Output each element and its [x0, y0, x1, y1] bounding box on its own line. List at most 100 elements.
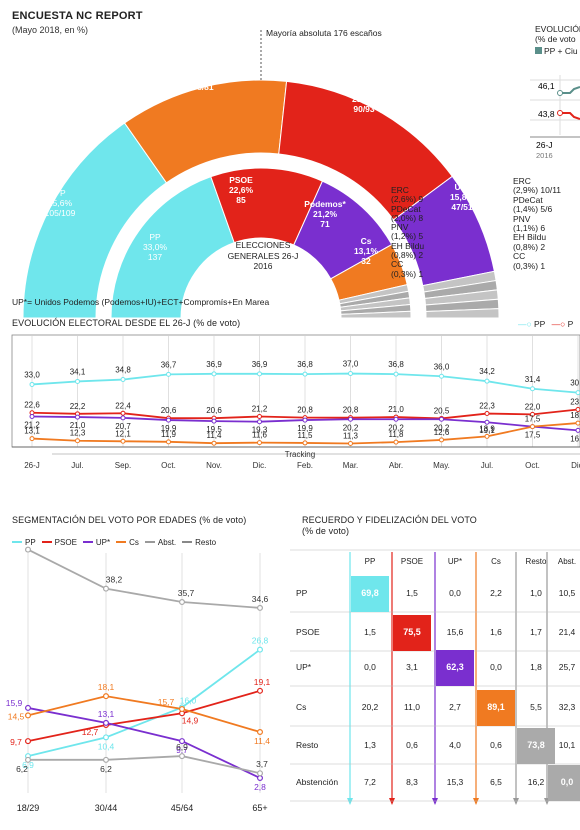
age-value-label: 6,9 [176, 742, 188, 752]
table-row-label: UP* [296, 662, 312, 672]
side-point-1 [557, 90, 563, 96]
page-subtitle: (Mayo 2018, en %) [12, 25, 89, 35]
age-value-label: 12,7 [82, 727, 99, 737]
inner-small-name-4: CC [391, 259, 404, 270]
table-cell: 1,5 [364, 627, 376, 637]
evolution-point [439, 373, 444, 379]
evolution-value-label: 21,0 [388, 405, 404, 414]
table-cell: 1,5 [406, 588, 418, 598]
inner-center-line-3: 2016 [253, 261, 273, 271]
inner-small-parties: ERC (2,6%) 9 PDeCat (2,0%) 8 PNV (1,2%) 5 EH B… [391, 185, 425, 279]
age-point [102, 585, 109, 592]
evolution-point [120, 438, 126, 444]
evolution-point [575, 406, 580, 412]
table-row-label: Cs [296, 702, 306, 712]
evolution-xtick: Feb. [297, 461, 313, 470]
outer-small-value-3: (0,8%) 2 [513, 241, 546, 252]
age-legend-label: Resto [195, 537, 217, 547]
age-value-label: 18,1 [98, 682, 115, 692]
evolution-value-label: 11,4 [207, 431, 223, 440]
evolution-value-label: 20,2 [434, 423, 450, 432]
evolution-value-label: 20,2 [343, 423, 359, 432]
evolution-point [211, 418, 217, 424]
age-legend-label: UP* [95, 537, 111, 547]
age-value-label: 10,4 [98, 741, 115, 751]
age-point [257, 604, 264, 611]
table-cell: 25,7 [559, 662, 576, 672]
table-cell: 15,6 [447, 627, 464, 637]
table-cell: 1,6 [490, 627, 502, 637]
age-value-label: 15,9 [6, 698, 23, 708]
evolution-point [29, 436, 35, 442]
age-value-label: 13,1 [98, 709, 115, 719]
evolution-point [257, 440, 262, 446]
evolution-value-label: 12,6 [434, 428, 450, 437]
table-cell: 1,3 [364, 740, 376, 750]
outer-label-pp: PP 25,6% 105/109 [45, 188, 76, 218]
side-line-2 [558, 112, 580, 120]
table-diagonal-cell [477, 690, 515, 726]
evolution-value-label: 19,5 [206, 425, 222, 434]
evolution-point [29, 381, 35, 387]
table-cell: 11,0 [404, 702, 420, 712]
inner-small-name-0: ERC [391, 185, 409, 195]
evolution-value-label: 22,6 [24, 401, 40, 410]
inner-small-name-3: EH Bildu [391, 240, 425, 251]
age-point [179, 753, 186, 760]
table-col-header: PP [365, 557, 376, 566]
evolution-value-label: 36,8 [297, 360, 313, 369]
table-col-arrowhead [513, 798, 519, 805]
age-point [257, 687, 264, 694]
table-row-label: Abstención [296, 777, 338, 787]
evolution-point [29, 414, 35, 420]
evolution-point [393, 371, 399, 377]
age-legend-item: Resto [182, 538, 216, 547]
age-point [25, 546, 32, 553]
evolution-value-label: 17,5 [525, 431, 541, 440]
evolution-xtick: Dic. [571, 461, 580, 470]
evolution-xtick: Mar. [343, 461, 359, 470]
evolution-chart: 26-J2016Jul.2016Sep.Oct.Nov.Dic.Feb.2017… [11, 334, 580, 470]
age-legend-swatch [182, 541, 193, 543]
table-cell: 0,0 [490, 662, 502, 672]
inner-hemicycle [110, 167, 412, 319]
evolution-point [530, 386, 535, 392]
table-cell: 3,1 [406, 662, 418, 672]
evolution-value-label: 20,7 [115, 422, 131, 431]
side-xlabel-2: 2016 [536, 151, 553, 160]
evolution-value-label: 36,9 [206, 360, 222, 369]
table-cell: 1,7 [530, 627, 542, 637]
table-title: RECUERDO Y FIDELIZACIÓN DEL VOTO [302, 515, 477, 525]
inner-center-line-1: ELECCIONES [235, 240, 291, 250]
age-point [25, 738, 32, 745]
age-value-label: 2,8 [254, 782, 266, 792]
evolution-value-label: 20,5 [434, 406, 450, 415]
evolution-value-label: 19,9 [161, 424, 177, 433]
inner-small-4 [340, 310, 412, 319]
inner-center-line-2: GENERALES 26-J [227, 250, 299, 261]
side-panel-subtitle: (% de voto [535, 34, 576, 44]
evolution-xtick: Oct. [525, 461, 540, 470]
age-legend-label: PP [25, 537, 36, 547]
inner-small-value-0: (2,6%) 9 [391, 194, 424, 205]
table-cell: 16,2 [528, 777, 545, 787]
age-title: SEGMENTACIÓN DEL VOTO POR EDADES (% de v… [12, 515, 247, 525]
side-value-2: 43,8 [538, 109, 555, 119]
age-xtick: 18/29 [17, 803, 40, 813]
evolution-value-label: 36,7 [161, 360, 177, 369]
evolution-value-label: 37,0 [343, 360, 359, 369]
evolution-point [575, 427, 580, 433]
evolution-point [348, 371, 353, 377]
evolution-xtick: Sep. [115, 461, 131, 470]
evolution-value-label: 20,8 [343, 406, 359, 415]
table-cell: 6,5 [490, 777, 502, 787]
age-legend-swatch [12, 541, 22, 543]
table-cell: 0,6 [406, 740, 418, 750]
inner-small-name-1: PDeCat [391, 203, 421, 214]
outer-small-parties: ERC (2,9%) 10/11 PDeCat (1,4%) 5/6 PNV (1,1%)… [513, 176, 561, 271]
table-diagonal-cell [351, 576, 389, 612]
age-legend: PP PSOE UP* Cs Abst. Resto [12, 530, 222, 548]
evolution-title: EVOLUCIÓN ELECTORAL DESDE EL 26-J (% de … [12, 318, 241, 328]
table-cell: 1,0 [530, 588, 542, 598]
inner-small-value-3: (0,8%) 2 [391, 250, 424, 261]
